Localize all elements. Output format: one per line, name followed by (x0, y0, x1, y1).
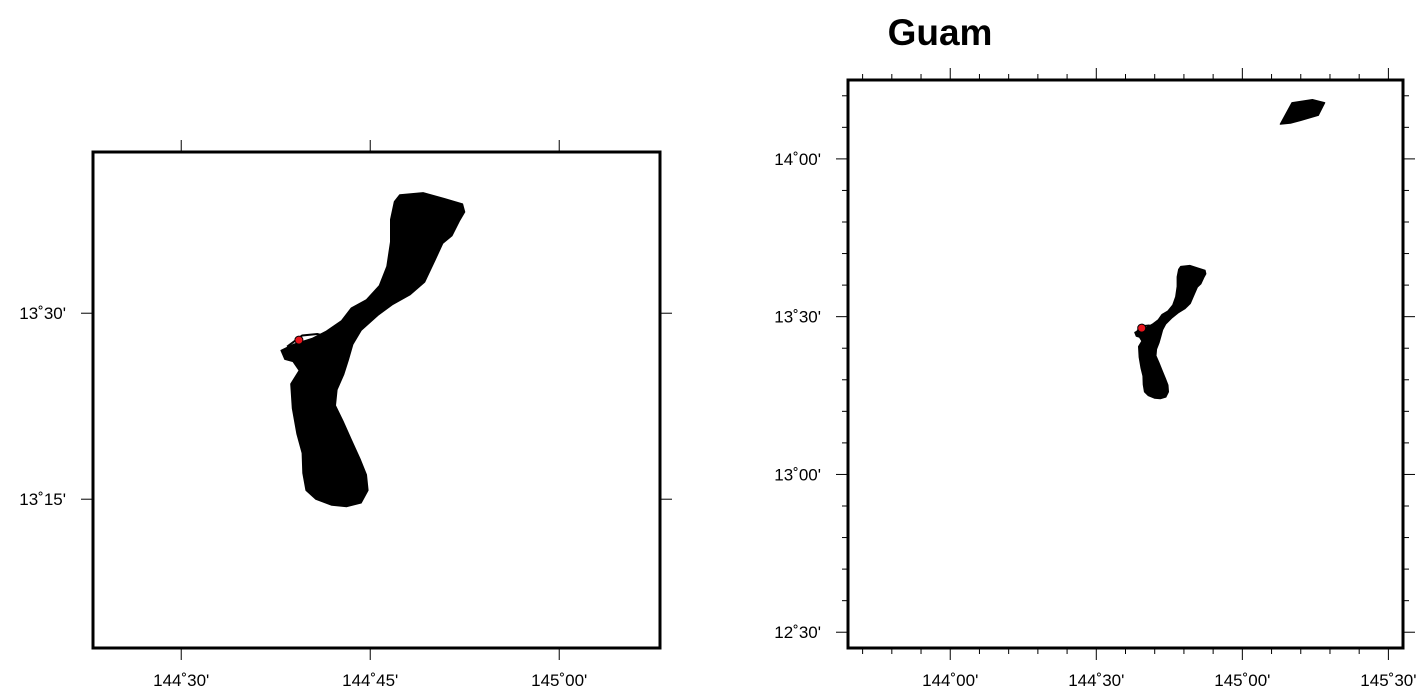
y-tick-label: 12˚30' (774, 623, 821, 642)
overview-map-panel: 144˚00' 144˚30' 145˚00' 145˚30' 14˚00' 13˚30'… (774, 68, 1416, 690)
overview-land-layer (1134, 99, 1326, 400)
detail-tick-layer (81, 140, 672, 660)
x-tick-label: 144˚30' (1068, 671, 1124, 690)
detail-map-panel: 144˚30' 144˚45' 145˚00' 13˚30' 13˚15' (19, 140, 672, 690)
island-guam (1134, 264, 1207, 400)
detail-label-layer: 144˚30' 144˚45' 145˚00' 13˚30' 13˚15' (19, 304, 587, 690)
x-tick-label: 145˚30' (1360, 671, 1416, 690)
y-tick-label: 13˚30' (19, 304, 66, 323)
x-tick-label: 144˚00' (922, 671, 978, 690)
island-rota (1279, 99, 1326, 125)
x-tick-label: 145˚00' (531, 671, 587, 690)
x-tick-label: 144˚30' (153, 671, 209, 690)
map-title: Guam (888, 12, 993, 53)
y-tick-label: 14˚00' (774, 150, 821, 169)
x-tick-label: 145˚00' (1214, 671, 1270, 690)
y-tick-label: 13˚00' (774, 465, 821, 484)
overview-overlay-layer (1136, 323, 1162, 333)
detail-overlay-layer (286, 332, 350, 348)
location-marker (1137, 323, 1147, 333)
island-guam (280, 192, 466, 508)
y-tick-label: 13˚30' (774, 308, 821, 327)
detail-land-layer (280, 192, 466, 508)
overview-label-layer: 144˚00' 144˚30' 145˚00' 145˚30' 14˚00' 13˚30'… (774, 150, 1416, 690)
detail-map-frame (91, 150, 662, 650)
overview-tick-layer (836, 68, 1415, 660)
x-tick-label: 144˚45' (342, 671, 398, 690)
y-tick-label: 13˚15' (19, 490, 66, 509)
location-marker (294, 335, 304, 345)
